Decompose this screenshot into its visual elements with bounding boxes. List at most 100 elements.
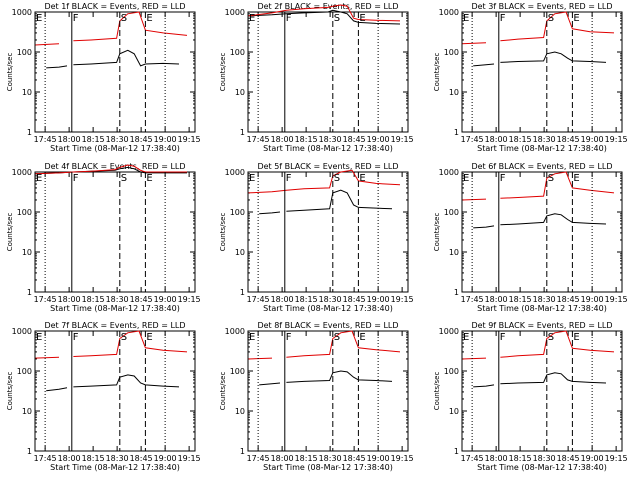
y-axis-label: Counts/sec [433, 53, 441, 92]
plot-frame [247, 11, 409, 133]
plot-frame [34, 171, 196, 293]
series-line-events [473, 213, 607, 229]
plot-frame [34, 330, 196, 452]
x-tick-label: 17:45 [247, 135, 270, 144]
y-tick-label: 10 [235, 88, 245, 97]
y-tick-label: 10 [449, 248, 459, 257]
x-tick-label: 17:45 [247, 295, 270, 304]
x-tick-label: 18:00 [485, 295, 508, 304]
x-tick-label: 18:30 [319, 295, 342, 304]
panel-title: Det 7f BLACK = Events, RED = LLD [44, 321, 185, 330]
marker-label: E [146, 13, 152, 24]
series-line-events [46, 49, 180, 69]
x-tick-label: 18:00 [58, 454, 81, 463]
panel-4: Det 4f BLACK = Events, RED = LLD 1 10 100 10… [6, 162, 201, 313]
x-tick-label: 18:45 [557, 295, 580, 304]
y-tick-label: 1000 [439, 327, 459, 336]
x-tick-label: 17:45 [34, 135, 57, 144]
marker-label: S [548, 332, 554, 343]
series-line-lld [247, 4, 401, 22]
panel-6: Det 6f BLACK = Events, RED = LLD 1 10 100 10… [433, 162, 628, 313]
x-tick-label: 18:15 [509, 135, 532, 144]
x-tick-label: 18:15 [295, 135, 318, 144]
x-tick-label: 18:30 [319, 454, 342, 463]
y-axis-label: Counts/sec [433, 372, 441, 411]
y-tick-label: 1 [27, 447, 32, 456]
x-tick-label: 18:45 [343, 135, 366, 144]
x-tick-label: 17:45 [461, 295, 484, 304]
panel-title: Det 9f BLACK = Events, RED = LLD [471, 321, 612, 330]
x-tick-label: 18:15 [295, 295, 318, 304]
y-tick-label: 100 [17, 208, 32, 217]
marker-label: S [121, 173, 127, 184]
y-tick-label: 10 [235, 248, 245, 257]
y-tick-label: 100 [230, 48, 245, 57]
x-axis-label: Start Time (08-Mar-12 17:38:40) [263, 144, 393, 153]
y-tick-label: 1 [27, 288, 32, 297]
marker-label: E [36, 173, 42, 184]
marker-label: E [146, 332, 152, 343]
x-tick-label: 18:15 [509, 295, 532, 304]
x-tick-label: 19:00 [367, 295, 390, 304]
x-tick-label: 19:15 [178, 295, 201, 304]
y-tick-label: 1000 [225, 327, 245, 336]
y-tick-label: 1000 [439, 8, 459, 17]
marker-label: E [359, 332, 365, 343]
y-tick-label: 10 [449, 88, 459, 97]
panel-9: Det 9f BLACK = Events, RED = LLD 1 10 100 10… [433, 321, 628, 472]
series-line-events [473, 51, 607, 67]
y-tick-label: 1 [454, 128, 459, 137]
marker-label: F [73, 332, 79, 343]
marker-label: E [573, 173, 579, 184]
series-line-events [46, 374, 180, 392]
marker-label: F [286, 173, 292, 184]
series-line-lld [247, 330, 401, 360]
marker-label: E [249, 173, 255, 184]
x-tick-label: 17:45 [34, 295, 57, 304]
y-tick-label: 100 [444, 48, 459, 57]
series-line-events [473, 372, 607, 388]
y-tick-label: 10 [449, 407, 459, 416]
y-axis-label: Counts/sec [219, 213, 227, 252]
x-tick-label: 19:00 [154, 454, 177, 463]
x-axis-label: Start Time (08-Mar-12 17:38:40) [263, 463, 393, 472]
series-line-events [259, 370, 393, 386]
marker-label: E [36, 332, 42, 343]
marker-label: S [548, 13, 554, 24]
marker-label: F [286, 13, 292, 24]
y-axis-label: Counts/sec [6, 213, 14, 252]
y-tick-label: 10 [22, 88, 32, 97]
x-tick-label: 18:00 [271, 295, 294, 304]
y-axis-label: Counts/sec [6, 53, 14, 92]
marker-label: S [334, 173, 340, 184]
y-tick-label: 1000 [439, 168, 459, 177]
marker-label: E [463, 13, 469, 24]
x-tick-label: 19:00 [154, 135, 177, 144]
x-axis-label: Start Time (08-Mar-12 17:38:40) [477, 304, 607, 313]
x-tick-label: 19:00 [581, 135, 604, 144]
x-tick-label: 19:00 [581, 454, 604, 463]
x-tick-label: 19:15 [178, 135, 201, 144]
y-tick-label: 1000 [12, 327, 32, 336]
y-axis-label: Counts/sec [433, 213, 441, 252]
y-tick-label: 1 [454, 447, 459, 456]
x-tick-label: 18:30 [533, 295, 556, 304]
y-tick-label: 1000 [12, 168, 32, 177]
plot-frame [247, 330, 409, 452]
x-tick-label: 18:45 [343, 454, 366, 463]
marker-label: S [121, 332, 127, 343]
plot-frame [34, 11, 196, 133]
y-tick-label: 100 [444, 208, 459, 217]
x-tick-label: 19:15 [391, 295, 414, 304]
marker-label: E [359, 13, 365, 24]
marker-label: F [500, 332, 506, 343]
series-line-lld [461, 171, 615, 201]
x-tick-label: 18:45 [557, 135, 580, 144]
y-tick-label: 1 [240, 128, 245, 137]
y-tick-label: 10 [235, 407, 245, 416]
y-tick-label: 1000 [225, 8, 245, 17]
y-tick-label: 1 [240, 288, 245, 297]
panel-title: Det 3f BLACK = Events, RED = LLD [471, 2, 612, 11]
marker-label: E [463, 332, 469, 343]
x-tick-label: 18:15 [82, 295, 105, 304]
